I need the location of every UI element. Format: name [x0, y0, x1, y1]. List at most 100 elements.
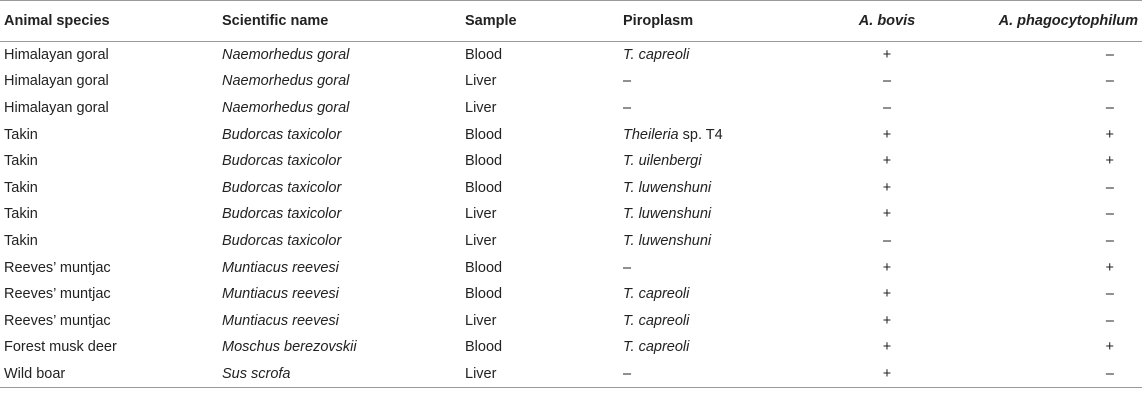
cell-scientific-name: Budorcas taxicolor: [222, 126, 342, 143]
cell-sample: Blood: [465, 126, 503, 143]
piroplasm-genus-species: Theileria: [623, 126, 679, 143]
cell-animal-species: Takin: [4, 179, 38, 196]
piroplasm-genus-species: T. capreoli: [623, 312, 690, 329]
cell-a-bovis-result: +: [882, 179, 892, 196]
cell-sample: Liver: [465, 73, 497, 90]
cell-piroplasm: –: [623, 95, 807, 122]
cell-a-phagocytophilum-result: +: [1105, 259, 1114, 276]
piroplasm-genus-species: T. capreoli: [623, 47, 690, 64]
cell-piroplasm: Theileria sp. T4: [623, 121, 807, 148]
cell-a-phagocytophilum-result: –: [1105, 206, 1114, 223]
table-row: Takin Budorcas taxicolor Liver T. luwenshun…: [0, 201, 1142, 228]
cell-scientific-name: Muntiacus reevesi: [222, 286, 339, 303]
header-piroplasm: Piroplasm: [623, 0, 807, 42]
cell-a-bovis-result: +: [882, 339, 892, 356]
cell-a-bovis-result: +: [882, 206, 892, 223]
piroplasm-suffix: –: [623, 259, 632, 276]
table-row: Reeves’ muntjac Muntiacus reevesi Blood – + +: [0, 254, 1142, 281]
cell-a-bovis-result: +: [882, 259, 892, 276]
piroplasm-genus-species: T. luwenshuni: [623, 206, 712, 223]
cell-scientific-name: Sus scrofa: [222, 360, 465, 388]
cell-sample: Liver: [465, 360, 623, 388]
cell-animal-species: Reeves’ muntjac: [4, 286, 111, 303]
cell-a-bovis-result: –: [882, 99, 892, 116]
header-a-bovis: A. bovis: [807, 0, 967, 42]
header-sample: Sample: [465, 0, 623, 42]
cell-sample: Blood: [465, 259, 503, 276]
cell-scientific-name: Muntiacus reevesi: [222, 312, 339, 329]
cell-a-bovis-result: +: [882, 153, 892, 170]
piroplasm-genus-species: T. capreoli: [623, 339, 690, 356]
cell-a-phagocytophilum-result: –: [1105, 73, 1114, 90]
cell-a-phagocytophilum-result: +: [1105, 126, 1114, 143]
cell-animal-species: Takin: [4, 153, 38, 170]
table-row: Takin Budorcas taxicolor Blood T. uilenberg…: [0, 148, 1142, 175]
table-row: Himalayan goral Naemorhedus goral Blood T. …: [0, 42, 1142, 69]
cell-a-phagocytophilum-result: –: [1105, 286, 1114, 303]
cell-a-bovis-result: +: [882, 286, 892, 303]
cell-animal-species: Reeves’ muntjac: [4, 259, 111, 276]
piroplasm-genus-species: T. luwenshuni: [623, 179, 712, 196]
cell-piroplasm: T. luwenshuni: [623, 201, 807, 228]
cell-animal-species: Takin: [4, 232, 38, 249]
header-animal-species: Animal species: [0, 0, 222, 42]
cell-piroplasm: –: [623, 360, 807, 388]
cell-scientific-name: Naemorhedus goral: [222, 73, 350, 90]
cell-piroplasm: T. luwenshuni: [623, 174, 807, 201]
header-a-phagocytophilum: A. phagocytophilum: [967, 0, 1142, 42]
table-row: Takin Budorcas taxicolor Blood T. luwenshun…: [0, 174, 1142, 201]
cell-sample: Blood: [465, 179, 503, 196]
table-row: Takin Budorcas taxicolor Liver T. luwenshun…: [0, 228, 1142, 255]
table-row: Reeves’ muntjac Muntiacus reevesi Blood T. …: [0, 281, 1142, 308]
piroplasm-genus-species: T. uilenbergi: [623, 153, 702, 170]
cell-piroplasm: –: [623, 254, 807, 281]
piroplasm-genus-species: T. capreoli: [623, 286, 690, 303]
piroplasm-suffix: –: [623, 365, 632, 382]
cell-a-bovis-result: +: [882, 126, 892, 143]
cell-a-bovis-result: –: [882, 232, 892, 249]
cell-sample: Blood: [465, 153, 503, 170]
cell-animal-species: Reeves’ muntjac: [4, 312, 111, 329]
cell-animal-species: Forest musk deer: [4, 339, 117, 356]
cell-a-bovis-result: +: [882, 312, 892, 329]
cell-a-bovis-result: +: [882, 47, 892, 64]
cell-a-phagocytophilum-result: –: [1105, 312, 1114, 329]
cell-animal-species: Himalayan goral: [4, 47, 109, 64]
cell-animal-species: Himalayan goral: [4, 99, 109, 116]
cell-sample: Liver: [465, 232, 497, 249]
cell-scientific-name: Budorcas taxicolor: [222, 206, 342, 223]
cell-scientific-name: Naemorhedus goral: [222, 99, 350, 116]
cell-piroplasm: T. uilenbergi: [623, 148, 807, 175]
table-row: Himalayan goral Naemorhedus goral Liver – – –: [0, 68, 1142, 95]
table-row: Takin Budorcas taxicolor Blood Theileria sp…: [0, 121, 1142, 148]
cell-piroplasm: T. capreoli: [623, 42, 807, 69]
piroplasm-suffix: –: [623, 73, 632, 90]
cell-animal-species: Takin: [4, 206, 38, 223]
cell-a-phagocytophilum-result: –: [967, 360, 1142, 388]
cell-piroplasm: –: [623, 68, 807, 95]
cell-a-bovis-result: –: [882, 73, 892, 90]
table-row: Wild boar Sus scrofa Liver – + –: [0, 360, 1142, 388]
cell-animal-species: Himalayan goral: [4, 73, 109, 90]
cell-scientific-name: Moschus berezovskii: [222, 339, 357, 356]
cell-sample: Liver: [465, 99, 497, 116]
table-row: Forest musk deer Moschus berezovskii Blood…: [0, 334, 1142, 361]
cell-sample: Liver: [465, 206, 497, 223]
cell-animal-species: Wild boar: [0, 360, 222, 388]
piroplasm-suffix: –: [623, 99, 632, 116]
cell-piroplasm: T. capreoli: [623, 307, 807, 334]
cell-sample: Blood: [465, 286, 503, 303]
header-row: Animal species Scientific name Sample Pi…: [0, 0, 1142, 42]
cell-scientific-name: Muntiacus reevesi: [222, 259, 339, 276]
cell-scientific-name: Naemorhedus goral: [222, 47, 350, 64]
cell-piroplasm: T. luwenshuni: [623, 228, 807, 255]
cell-scientific-name: Budorcas taxicolor: [222, 179, 342, 196]
cell-a-phagocytophilum-result: –: [1105, 179, 1114, 196]
piroplasm-genus-species: T. luwenshuni: [623, 232, 712, 249]
cell-a-bovis-result: +: [807, 360, 967, 388]
cell-a-phagocytophilum-result: –: [1105, 99, 1114, 116]
results-table: Animal species Scientific name Sample Pi…: [0, 0, 1142, 388]
table-header: Animal species Scientific name Sample Pi…: [0, 0, 1142, 42]
cell-sample: Blood: [465, 47, 503, 64]
cell-sample: Liver: [465, 312, 497, 329]
